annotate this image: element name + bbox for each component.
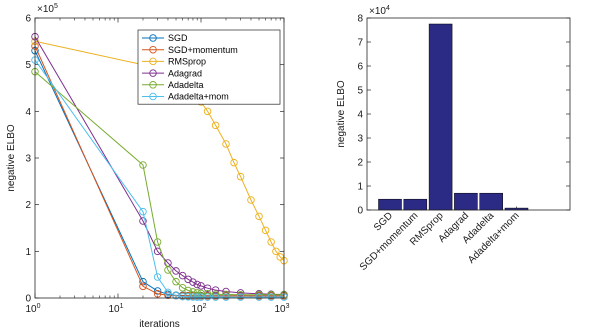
legend-marker bbox=[149, 34, 157, 42]
y-tick-label: 4 bbox=[357, 110, 363, 121]
y-exponent-label: ×104 bbox=[369, 5, 390, 17]
bar-adadelta bbox=[479, 192, 503, 211]
bar-adagrad bbox=[454, 192, 478, 211]
data-point bbox=[178, 271, 187, 280]
legend-box bbox=[137, 29, 281, 105]
x-tick-label: 100 bbox=[25, 303, 40, 315]
data-point bbox=[193, 289, 201, 297]
y-tick-label: 5 bbox=[357, 86, 363, 97]
legend-entry: Adadelta bbox=[168, 80, 204, 90]
data-point bbox=[139, 217, 147, 225]
y-axis-label: negative ELBO bbox=[6, 124, 17, 191]
axes-frame bbox=[34, 17, 285, 299]
data-point bbox=[153, 238, 162, 246]
data-point bbox=[255, 293, 263, 301]
plot-area bbox=[367, 18, 570, 210]
data-point bbox=[211, 121, 220, 130]
y-exponent-label: ×105 bbox=[37, 3, 58, 15]
data-point bbox=[189, 293, 197, 301]
y-tick-label: 5 bbox=[25, 60, 31, 71]
data-point bbox=[172, 267, 180, 275]
y-tick-label: 8 bbox=[357, 14, 363, 25]
data-point bbox=[211, 293, 220, 301]
data-point bbox=[222, 140, 230, 148]
data-point bbox=[276, 253, 284, 261]
x-tick-label: 103 bbox=[274, 303, 289, 315]
data-point bbox=[153, 290, 162, 298]
convergence-line-chart: 0 1 2 3 4 5 6 100 101 102 103 ×105 negative ELBO i… bbox=[6, 3, 290, 330]
data-point bbox=[139, 277, 147, 286]
series-line bbox=[34, 36, 285, 295]
y-tick-label: 2 bbox=[357, 158, 363, 169]
y-tick-label: 6 bbox=[357, 62, 363, 73]
data-point bbox=[236, 293, 245, 301]
data-point bbox=[153, 273, 162, 281]
y-axis-label: negative ELBO bbox=[336, 80, 347, 147]
data-point bbox=[203, 107, 212, 116]
data-point bbox=[189, 278, 197, 286]
y-tick-label: 1 bbox=[25, 247, 31, 258]
bar-sgd-momentum bbox=[403, 198, 428, 211]
data-point bbox=[267, 293, 275, 301]
y-tick-label: 3 bbox=[357, 134, 363, 145]
data-point bbox=[255, 212, 263, 221]
data-point bbox=[272, 247, 280, 256]
series-adadelta-mom bbox=[31, 56, 288, 301]
axis-ticks: 0 1 2 3 4 5 6 100 101 102 103 bbox=[25, 14, 289, 316]
data-point bbox=[197, 282, 205, 290]
data-point bbox=[139, 207, 147, 216]
data-point bbox=[236, 289, 245, 297]
data-point bbox=[230, 158, 238, 167]
y-tick-label: 7 bbox=[357, 38, 363, 49]
y-tick-label: 0 bbox=[25, 294, 31, 305]
x-tick-label: 102 bbox=[191, 303, 206, 315]
data-point bbox=[193, 280, 201, 289]
data-point bbox=[184, 293, 192, 301]
data-point bbox=[222, 293, 230, 301]
data-point bbox=[139, 282, 147, 291]
data-point bbox=[193, 293, 201, 301]
legend-marker bbox=[149, 69, 157, 77]
legend-entry: Adagrad bbox=[168, 68, 202, 78]
final-value-bar-chart: 012345678SGDSGD+momentumRMSpropAdagradAd… bbox=[336, 5, 571, 273]
axes-frame bbox=[366, 17, 571, 211]
legend-entry: SGD bbox=[168, 33, 188, 43]
data-point bbox=[164, 266, 172, 274]
bar-rmsprop bbox=[428, 23, 453, 211]
data-point bbox=[164, 288, 172, 297]
data-point bbox=[267, 238, 275, 246]
data-point bbox=[203, 293, 212, 301]
bar-sgd bbox=[378, 198, 402, 211]
legend-entry: SGD+momentum bbox=[168, 45, 238, 55]
bars-group bbox=[378, 23, 529, 211]
legend-entry: RMSprop bbox=[168, 57, 206, 67]
data-point bbox=[139, 161, 147, 169]
legend-marker bbox=[149, 92, 157, 101]
data-point bbox=[236, 172, 245, 181]
y-tick-label: 6 bbox=[25, 14, 31, 25]
y-tick-label: 2 bbox=[25, 200, 31, 211]
data-point bbox=[261, 226, 270, 235]
x-tick-label: 101 bbox=[108, 303, 123, 315]
series-line bbox=[34, 71, 284, 296]
data-point bbox=[189, 288, 197, 296]
legend-marker bbox=[149, 45, 157, 54]
series-line bbox=[34, 59, 284, 298]
y-tick-label: 1 bbox=[357, 182, 363, 193]
data-point bbox=[178, 292, 187, 301]
data-point bbox=[247, 196, 255, 204]
legend-entry: Adadelta+mom bbox=[168, 92, 229, 102]
data-point bbox=[203, 284, 212, 292]
data-point bbox=[172, 277, 180, 286]
y-tick-label: 0 bbox=[357, 206, 363, 217]
legend-marker bbox=[149, 81, 157, 89]
y-tick-label: 4 bbox=[25, 107, 31, 118]
legend-marker bbox=[149, 57, 157, 66]
x-axis-label: iterations bbox=[139, 319, 180, 330]
y-tick-label: 3 bbox=[25, 154, 31, 165]
